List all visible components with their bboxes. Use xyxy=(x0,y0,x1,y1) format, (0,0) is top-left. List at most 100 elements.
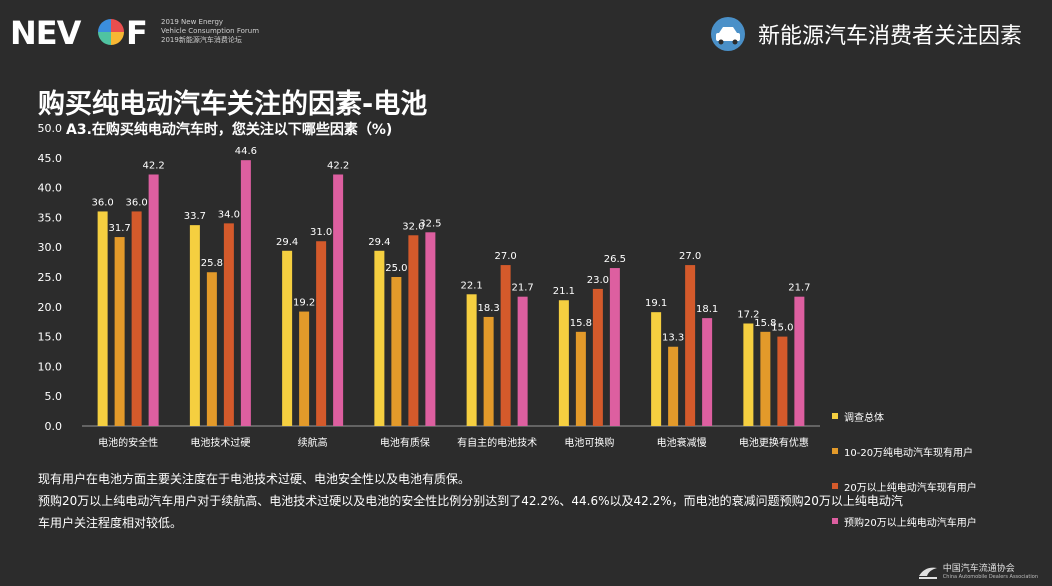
header: NEV F 2019 New Energy Vehicle Consumptio… xyxy=(0,0,1052,66)
logo-subtitle: 2019 New Energy Vehicle Consumption Foru… xyxy=(161,18,271,45)
note-line-2: 预购20万以上纯电动汽车用户对于续航高、电池技术过硬以及电池的安全性比例分别达到… xyxy=(38,494,903,508)
bar-s4 xyxy=(702,318,713,426)
data-label-s3: 27.0 xyxy=(679,251,701,262)
y-tick-label: 35.0 xyxy=(38,211,63,224)
legend-item-s3: 20万以上纯电动汽车现有用户 xyxy=(832,477,977,495)
data-label-s3: 34.0 xyxy=(218,209,240,220)
bar-s1 xyxy=(466,294,477,426)
legend-swatch-s1 xyxy=(832,413,838,419)
y-tick-label: 15.0 xyxy=(38,331,63,344)
data-label-s2: 19.2 xyxy=(293,298,315,309)
data-label-s4: 21.7 xyxy=(788,283,810,294)
notes: 现有用户在电池方面主要关注度在于电池技术过硬、电池安全性以及电池有质保。 预购2… xyxy=(38,468,1038,534)
data-label-s1: 33.7 xyxy=(184,211,206,222)
legend-swatch-s4 xyxy=(832,518,838,524)
footer-logo: 中国汽车流通协会 China Automobile Dealers Associ… xyxy=(917,564,1038,580)
bar-s4 xyxy=(425,232,436,426)
x-category-label: 电池的安全性 xyxy=(98,436,158,449)
x-category-label: 电池更换有优惠 xyxy=(739,436,809,449)
y-tick-label: 10.0 xyxy=(38,360,63,373)
data-label-s2: 31.7 xyxy=(108,223,130,234)
chart-legend: 调查总体 10-20万纯电动汽车现有用户 20万以上纯电动汽车现有用户 预购20… xyxy=(832,407,977,547)
logo-wordmark-suffix: F xyxy=(126,14,148,52)
y-tick-label: 5.0 xyxy=(45,390,63,403)
logo-sub-en1: 2019 New Energy xyxy=(161,18,224,26)
bar-s2 xyxy=(114,237,125,426)
bar-s1 xyxy=(374,250,385,426)
bar-s2 xyxy=(760,331,771,426)
data-label-s2: 15.8 xyxy=(570,318,592,329)
legend-label-s1: 调查总体 xyxy=(844,412,884,424)
x-category-label: 电池有质保 xyxy=(380,436,430,449)
data-label-s1: 19.1 xyxy=(645,298,667,309)
bar-s1 xyxy=(651,312,662,426)
data-label-s1: 29.4 xyxy=(276,237,298,248)
legend-label-s3: 20万以上纯电动汽车现有用户 xyxy=(844,482,977,494)
bar-s2 xyxy=(575,331,586,426)
data-label-s3: 36.0 xyxy=(125,197,147,208)
logo-sub-cn: 2019新能源汽车消费论坛 xyxy=(161,36,242,44)
data-label-s2: 25.0 xyxy=(385,263,407,274)
logo-wordmark: NEV xyxy=(10,14,81,52)
car-icon xyxy=(710,17,745,51)
data-label-s4: 42.2 xyxy=(142,160,164,171)
bar-s2 xyxy=(391,277,402,426)
data-label-s4: 32.5 xyxy=(419,218,441,229)
data-label-s1: 22.1 xyxy=(460,280,482,291)
bar-s4 xyxy=(333,174,344,426)
data-label-s2: 18.3 xyxy=(477,303,499,314)
legend-label-s2: 10-20万纯电动汽车现有用户 xyxy=(844,447,974,459)
page-title: 购买纯电动汽车关注的因素-电池 xyxy=(38,89,428,120)
y-tick-label: 45.0 xyxy=(38,152,63,165)
data-label-s3: 23.0 xyxy=(587,275,609,286)
logo-circle-icon xyxy=(98,19,124,45)
data-label-s1: 36.0 xyxy=(91,197,113,208)
bar-s3 xyxy=(685,265,696,426)
data-label-s1: 17.2 xyxy=(737,309,759,320)
x-category-label: 续航高 xyxy=(298,436,328,449)
bar-s3 xyxy=(408,235,419,426)
header-title-group: 新能源汽车消费者关注因素 xyxy=(708,16,1022,52)
data-label-s3: 31.0 xyxy=(310,227,332,238)
data-label-s2: 13.3 xyxy=(662,333,684,344)
data-label-s4: 42.2 xyxy=(327,160,349,171)
data-label-s3: 32.0 xyxy=(402,221,424,232)
data-label-s2: 15.8 xyxy=(754,318,776,329)
bar-s2 xyxy=(299,311,310,426)
data-label-s4: 21.7 xyxy=(511,283,533,294)
chart-svg: A3.在购买纯电动汽车时，您关注以下哪些因素（%) 0.0 5.0 10.0 15.0 2… xyxy=(38,121,820,449)
note-line-3: 车用户关注程度相对较低。 xyxy=(38,516,183,530)
bar-s4 xyxy=(609,268,620,426)
bar-s4 xyxy=(240,160,251,426)
y-tick-label: 0.0 xyxy=(45,420,63,433)
footer-org: 中国汽车流通协会 xyxy=(942,564,1015,574)
legend-item-s1: 调查总体 xyxy=(832,407,977,425)
legend-label-s4: 预购20万以上纯电动汽车用户 xyxy=(844,517,977,529)
bar-s3 xyxy=(223,223,234,426)
chart-title: A3.在购买纯电动汽车时，您关注以下哪些因素（%) xyxy=(66,121,392,138)
bar-s3 xyxy=(131,211,142,426)
bar-s2 xyxy=(206,272,217,426)
bar-s3 xyxy=(500,265,511,426)
data-label-s1: 29.4 xyxy=(368,237,390,248)
data-label-s1: 21.1 xyxy=(553,286,575,297)
logo-sub-en2: Vehicle Consumption Forum xyxy=(161,27,260,35)
bar-s1 xyxy=(558,300,569,426)
bar-s1 xyxy=(743,323,754,426)
bar-s3 xyxy=(592,288,603,426)
bar-s3 xyxy=(777,336,788,426)
data-label-s2: 25.8 xyxy=(201,258,223,269)
legend-swatch-s2 xyxy=(832,448,838,454)
bar-s3 xyxy=(316,241,327,426)
data-label-s4: 18.1 xyxy=(696,304,718,315)
x-category-label: 电池衰减慢 xyxy=(657,436,707,449)
bar-s2 xyxy=(668,346,679,426)
footer-org-en: China Automobile Dealers Association xyxy=(942,574,1038,580)
y-tick-label: 30.0 xyxy=(38,241,63,254)
data-label-s4: 26.5 xyxy=(604,254,626,265)
x-category-label: 有自主的电池技术 xyxy=(457,436,537,449)
y-tick-label: 40.0 xyxy=(38,182,63,195)
cada-logo-icon xyxy=(918,567,937,579)
data-label-s3: 27.0 xyxy=(494,251,516,262)
y-tick-label: 25.0 xyxy=(38,271,63,284)
